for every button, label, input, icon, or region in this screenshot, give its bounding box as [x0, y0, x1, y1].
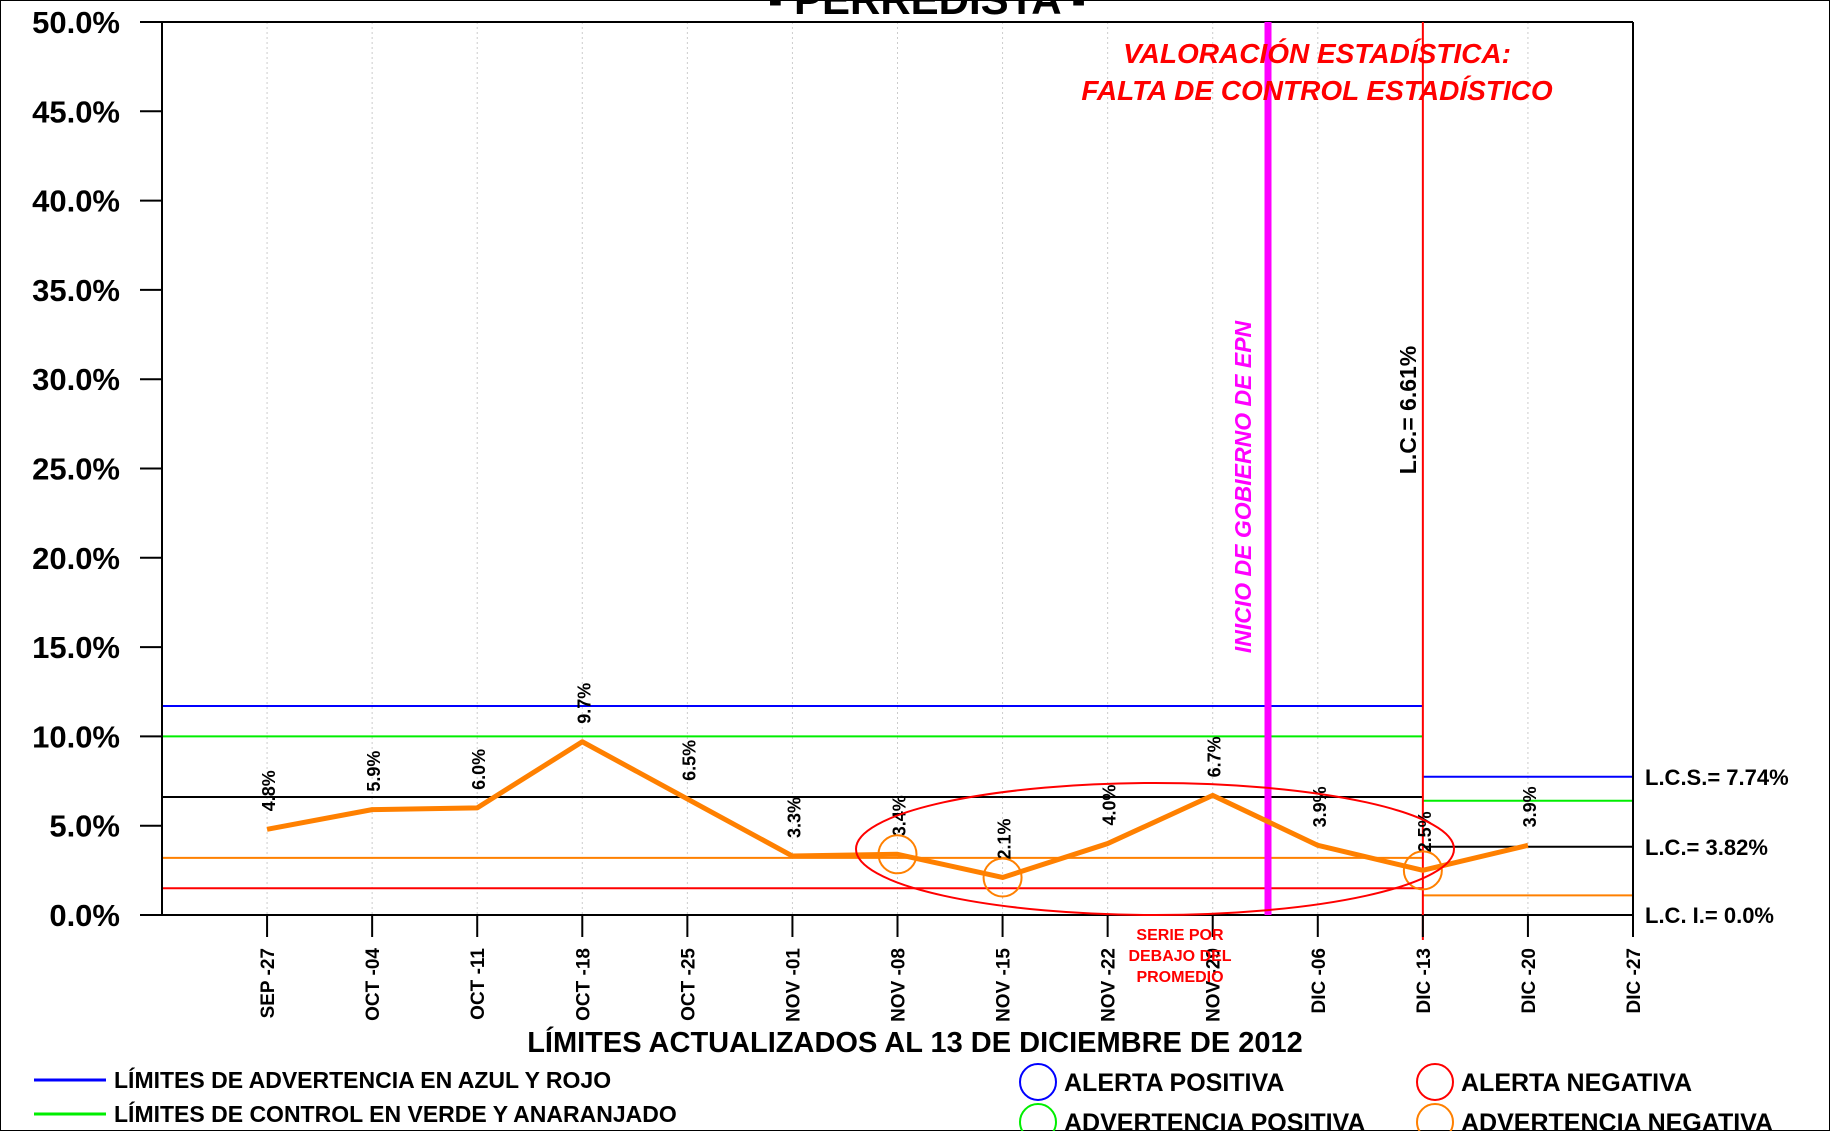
legend-circle	[1416, 1063, 1454, 1101]
value-label: 3.4%	[890, 795, 910, 836]
marker	[982, 857, 1023, 898]
serie-label: SERIE POR	[1136, 927, 1224, 944]
value-label: 6.5%	[679, 740, 699, 781]
legend-label: ADVERTENCIA POSITIVA	[1064, 1109, 1365, 1131]
footer: LÍMITES ACTUALIZADOS AL 13 DE DICIEMBRE …	[527, 1025, 1303, 1059]
value-label: 6.7%	[1205, 736, 1225, 777]
y-tick-label: 35.0%	[32, 273, 120, 308]
y-tick-label: 15.0%	[32, 630, 120, 665]
y-tick-label: 10.0%	[32, 719, 120, 754]
serie-label: DEBAJO DEL	[1128, 948, 1231, 965]
y-tick-label: 25.0%	[32, 452, 120, 487]
reference-label: L.C. I.= 0.0%	[1645, 903, 1774, 928]
value-label: 5.9%	[364, 751, 384, 792]
x-tick-label: NOV -29	[1204, 948, 1225, 1022]
y-tick-label: 0.0%	[49, 898, 120, 933]
y-tick-label: 30.0%	[32, 362, 120, 397]
x-tick-label: OCT -11	[468, 948, 489, 1020]
x-tick-label: DIC -13	[1414, 948, 1435, 1013]
lc-label: L.C.= 6.61%	[1395, 346, 1421, 474]
x-tick-label: DIC -06	[1309, 948, 1330, 1013]
x-tick-label: NOV -15	[994, 948, 1015, 1022]
legend-circle	[1019, 1063, 1057, 1101]
x-tick-label: NOV -01	[783, 948, 804, 1022]
x-tick-label: OCT -25	[678, 948, 699, 1021]
legend-label: LÍMITES DE CONTROL EN VERDE Y ANARANJADO	[114, 1100, 677, 1127]
value-label: 9.7%	[574, 683, 594, 724]
y-tick-label: 45.0%	[32, 94, 120, 129]
marker	[1402, 850, 1443, 891]
value-label: 3.3%	[784, 797, 804, 838]
valoracion: FALTA DE CONTROL ESTADÍSTICO	[1081, 75, 1553, 106]
y-tick-label: 50.0%	[32, 5, 120, 40]
x-tick-label: NOV -08	[889, 948, 910, 1022]
y-tick-label: 5.0%	[49, 809, 120, 844]
value-label: 2.1%	[995, 818, 1015, 859]
legend-circle	[1416, 1103, 1454, 1131]
x-tick-label: OCT -18	[573, 948, 594, 1021]
legend-label: LÍMITES DE ADVERTENCIA EN AZUL Y ROJO	[114, 1066, 611, 1093]
value-label: 3.9%	[1520, 786, 1540, 827]
chart-title: - PERREDISTA -	[768, 0, 1085, 23]
x-tick-label: NOV -22	[1099, 948, 1120, 1022]
x-tick-label: OCT -04	[363, 948, 384, 1021]
y-tick-label: 20.0%	[32, 541, 120, 576]
serie-label: PROMEDIO	[1136, 969, 1223, 986]
reference-label: L.C.S.= 7.74%	[1645, 765, 1789, 790]
value-label: 4.8%	[259, 770, 279, 811]
x-tick-label: SEP -27	[258, 948, 279, 1018]
valoracion: VALORACIÓN ESTADÍSTICA:	[1123, 38, 1511, 69]
x-tick-label: DIC -27	[1624, 948, 1645, 1013]
legend-label: ALERTA NEGATIVA	[1461, 1069, 1692, 1097]
y-tick-label: 40.0%	[32, 184, 120, 219]
legend-label: ADVERTENCIA NEGATIVA	[1461, 1109, 1773, 1131]
legend-circle	[1019, 1103, 1057, 1131]
reference-label: L.C.= 3.82%	[1645, 835, 1768, 860]
value-label: 6.0%	[469, 749, 489, 790]
serie-ellipse	[855, 782, 1455, 916]
x-tick-label: DIC -20	[1519, 948, 1540, 1013]
value-label: 3.9%	[1310, 786, 1330, 827]
series-line	[266, 739, 1529, 880]
inicio-label: INICIO DE GOBIERNO DE EPN	[1230, 320, 1256, 653]
marker	[877, 834, 918, 875]
value-label: 2.5%	[1415, 811, 1435, 852]
value-label: 4.0%	[1100, 785, 1120, 826]
legend-label: ALERTA POSITIVA	[1064, 1069, 1284, 1097]
